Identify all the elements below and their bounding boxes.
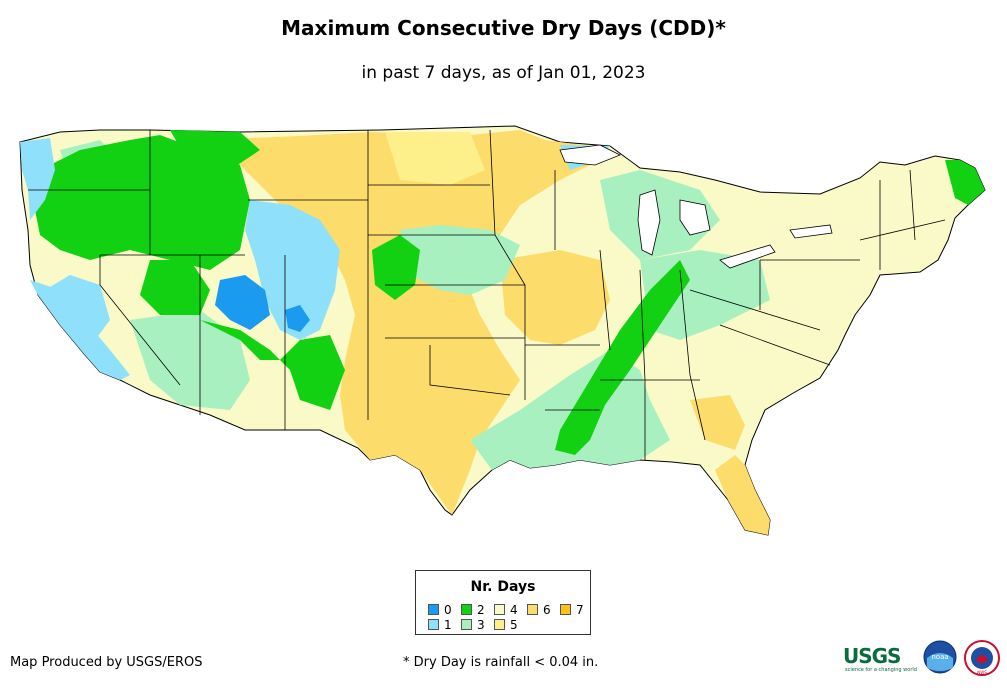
zone-2-northwest [35,135,250,270]
zone-2-mississippi [555,260,690,455]
legend-item-5: 5 [494,618,518,632]
zone-1-colorado [245,200,340,340]
legend-label-5: 5 [510,618,518,632]
zone-2-nebraska [372,235,420,300]
legend-item-0: 0 [428,603,452,617]
legend-swatch-0 [428,604,439,615]
legend-swatch-5 [494,619,505,630]
zone-2-wa [170,130,260,170]
zone-3-southwest [130,310,250,410]
map-title: Maximum Consecutive Dry Days (CDD)* [281,16,726,40]
legend-item-3: 3 [461,618,485,632]
legend-label-7: 7 [576,603,584,617]
noaa-logo: noaa [923,640,957,674]
usgs-logo: USGS [843,644,901,668]
credit-text: Map Produced by USGS/EROS [10,655,203,670]
zone-1-california [30,280,130,380]
zone-1-coast [20,138,55,220]
legend-label-4: 4 [510,603,518,617]
zone-3-michigan [600,170,720,260]
legend-swatch-7 [560,604,571,615]
zone-6-plains [205,130,600,515]
legend-item-4: 4 [494,603,518,617]
zone-3-central [400,225,520,295]
nws-logo: NWS [964,640,1000,676]
legend-label-3: 3 [477,618,485,632]
legend-swatch-4 [494,604,505,615]
state-borders [28,129,946,460]
map-subtitle: in past 7 days, as of Jan 01, 2023 [361,63,646,83]
legend-label-2: 2 [477,603,485,617]
legend-item-7: 7 [560,603,584,617]
usgs-tagline: science for a changing world [845,667,917,673]
zone-5-east [770,240,860,325]
lake-michigan [637,189,661,256]
zone-1-nevada [45,275,110,340]
cdd-map [19,125,986,536]
legend-label-6: 6 [543,603,551,617]
legend-label-0: 0 [444,603,452,617]
zone-6-midwest [500,250,610,345]
zone-2-southwest [200,320,345,410]
lake-superior [559,144,621,166]
legend-label-1: 1 [444,618,452,632]
nws-logo-text: NWS [977,670,987,675]
legend-swatch-3 [461,619,472,630]
legend: Nr. Days 0 1 2 3 4 5 6 7 [415,570,591,635]
legend-swatch-6 [527,604,538,615]
zone-2-utah [140,260,210,315]
lake-huron [679,199,711,236]
dry-day-note: * Dry Day is rainfall < 0.04 in. [403,655,599,670]
legend-item-2: 2 [461,603,485,617]
lake-ontario [789,224,833,239]
legend-swatch-2 [461,604,472,615]
legend-swatch-1 [428,619,439,630]
legend-item-1: 1 [428,618,452,632]
zone-0-colorado-2 [285,305,310,332]
zone-5-north [385,132,485,185]
agency-logos: USGS science for a changing world noaa N… [843,638,1003,678]
zone-2-maine [945,160,985,205]
noaa-logo-text: noaa [931,653,948,661]
lake-erie [719,244,776,269]
legend-title: Nr. Days [470,579,536,595]
zone-0-colorado [215,275,270,330]
zone-6-florida [715,455,770,535]
legend-item-6: 6 [527,603,551,617]
